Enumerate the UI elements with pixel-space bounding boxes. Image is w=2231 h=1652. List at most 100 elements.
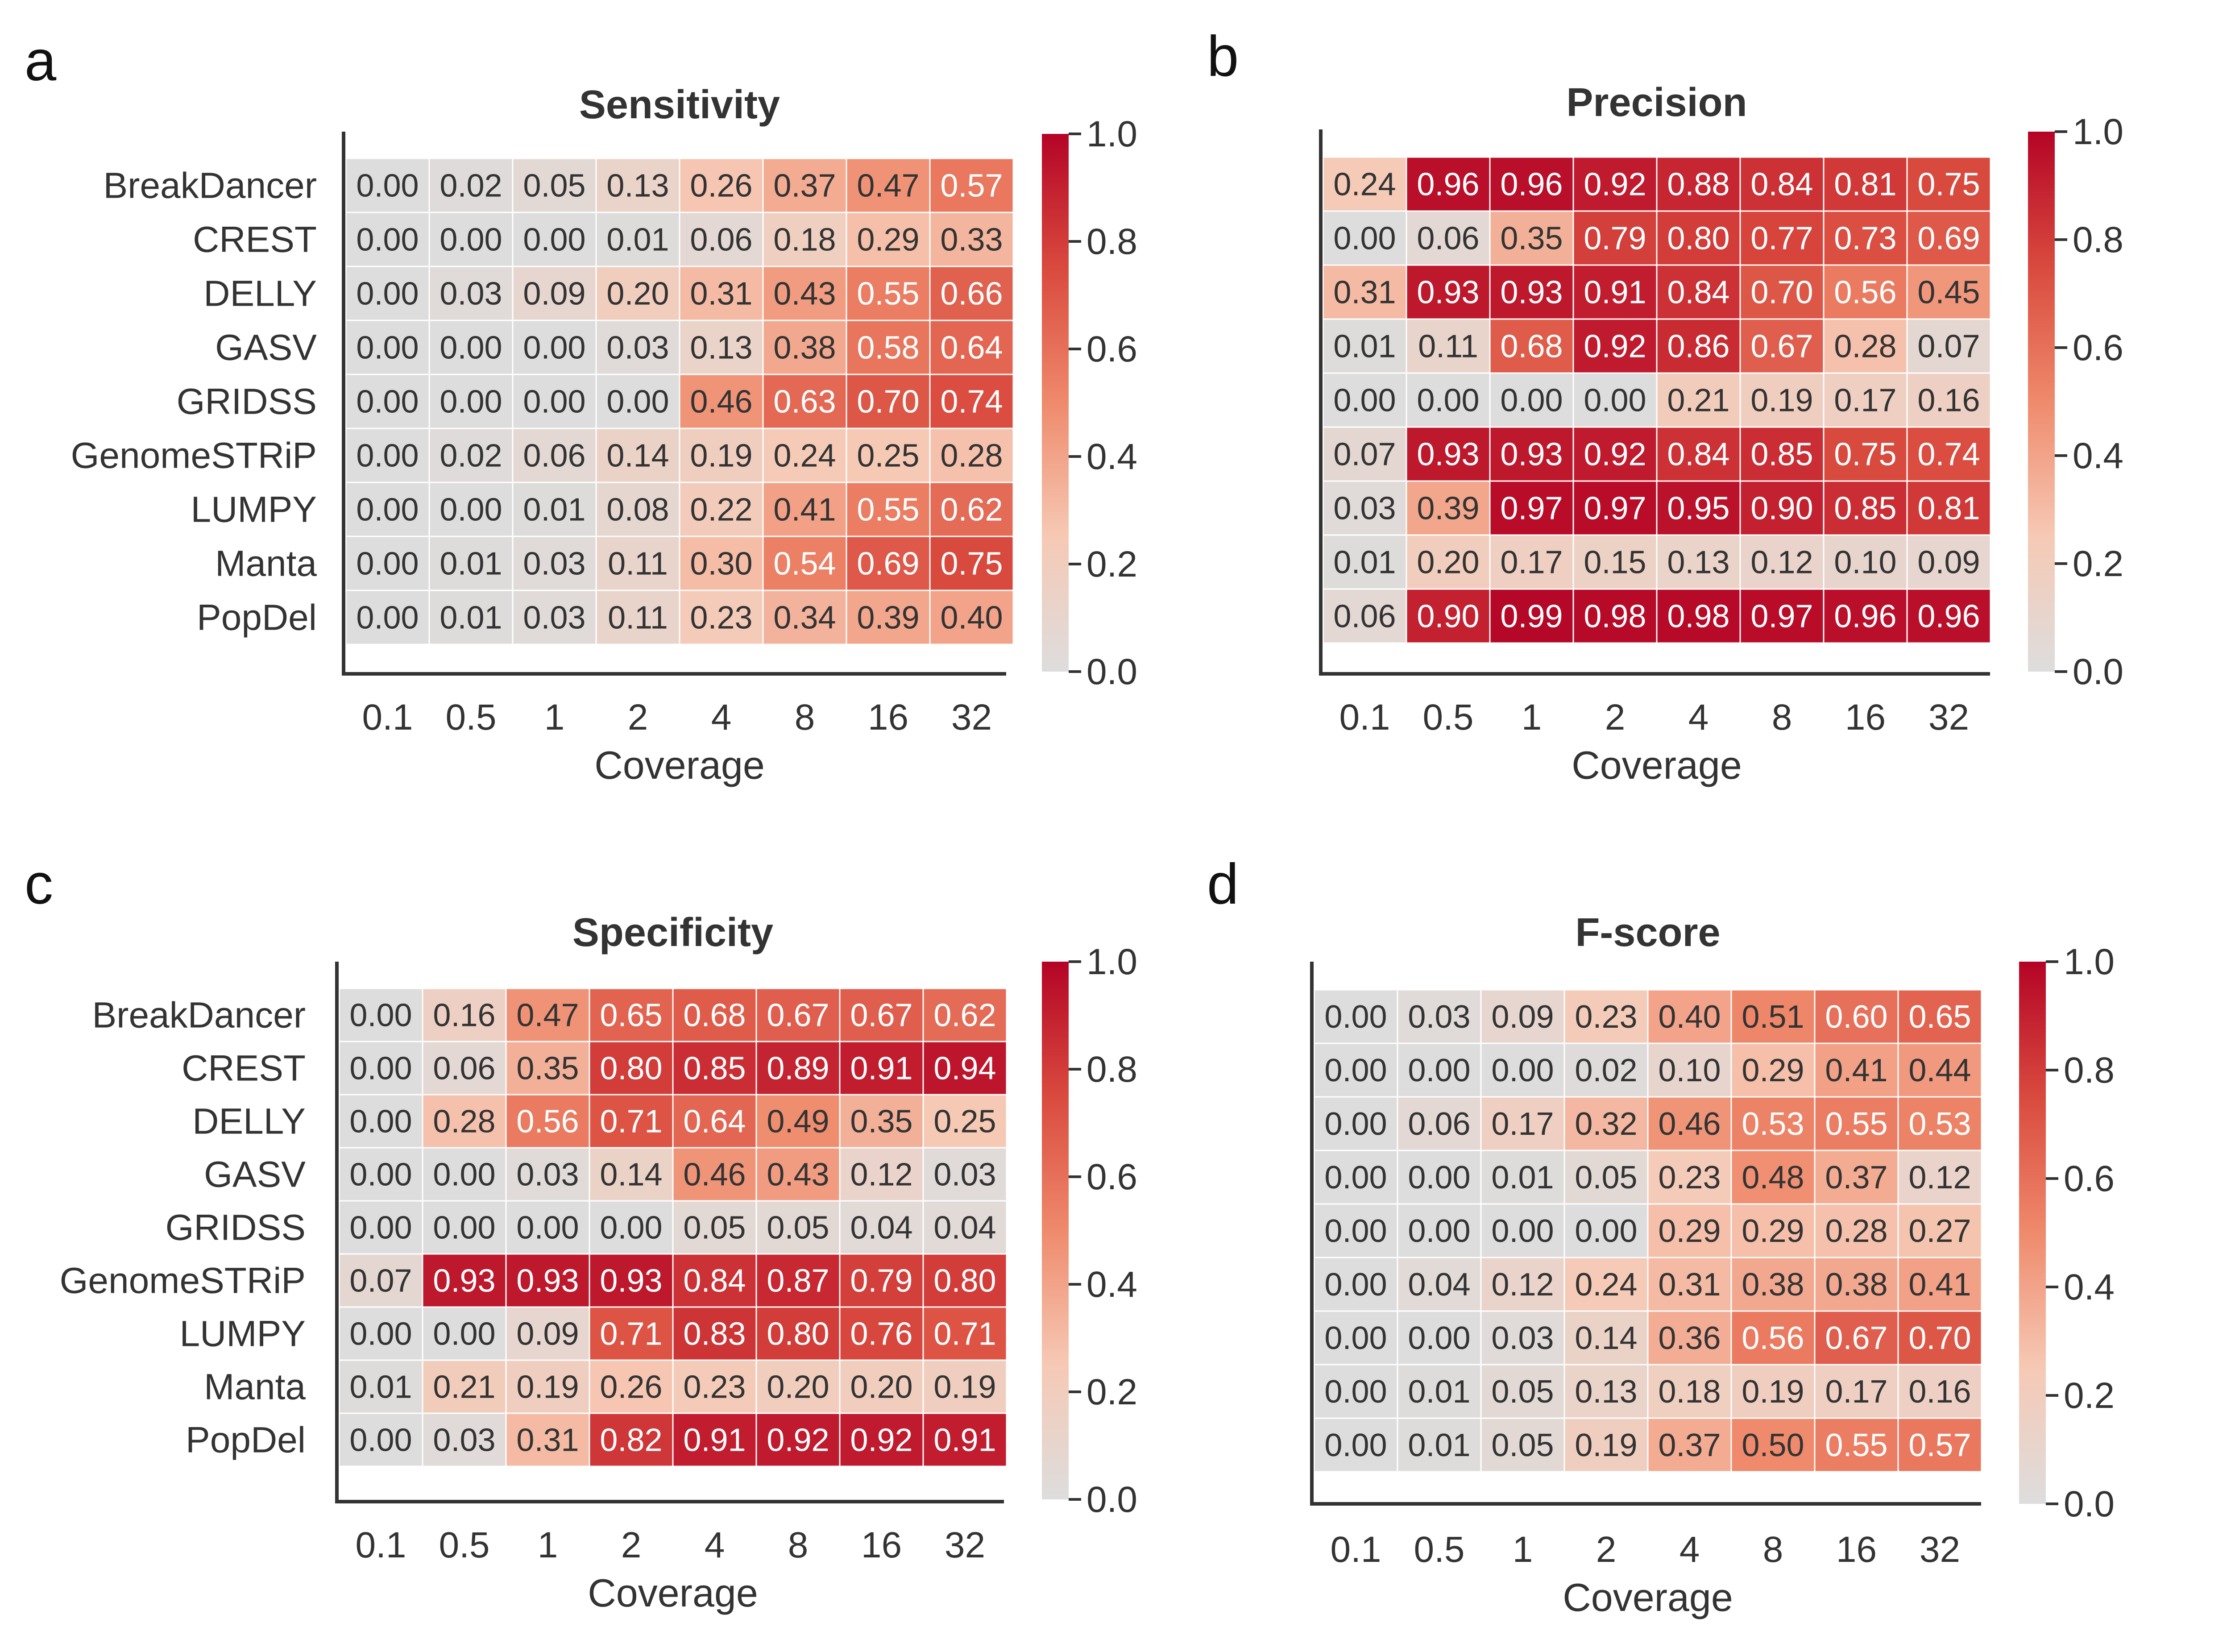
cell-value-label: 0.98	[1584, 599, 1646, 635]
cell-value-label: 0.00	[433, 1210, 495, 1246]
heatmap-cell	[1906, 588, 1991, 644]
heatmap-cell	[839, 1253, 924, 1308]
cell-value-label: 0.00	[1324, 1106, 1387, 1142]
cell-value-label: 0.83	[683, 1316, 746, 1352]
cell-value-label: 0.23	[1658, 1160, 1721, 1195]
heatmap-cell	[1572, 264, 1658, 320]
cell-value-label: 0.30	[690, 546, 752, 582]
cell-value-label: 0.67	[767, 998, 829, 1034]
cell-value-label: 0.94	[933, 1051, 996, 1087]
heatmap-cell	[589, 1412, 674, 1467]
heatmap-cell	[846, 481, 931, 537]
cell-value-label: 0.92	[1584, 167, 1646, 203]
x-tick-label: 1	[544, 697, 565, 738]
cell-value-label: 0.47	[516, 998, 579, 1034]
x-tick-label: 0.5	[1414, 1529, 1465, 1570]
cell-value-label: 0.00	[1324, 1267, 1387, 1303]
cell-value-label: 0.23	[690, 600, 752, 636]
heatmap-cell	[1406, 318, 1491, 374]
heatmap-cell	[1406, 156, 1491, 212]
cell-value-label: 0.07	[1917, 329, 1980, 365]
heatmap-cell	[1906, 264, 1991, 320]
cell-value-label: 0.10	[1834, 545, 1896, 581]
cell-value-label: 0.09	[523, 276, 585, 312]
cell-value-label: 0.57	[1908, 1428, 1971, 1463]
heatmap-cell	[512, 266, 597, 321]
cell-value-label: 0.39	[1417, 491, 1479, 527]
heatmap-cell	[1563, 1203, 1649, 1258]
heatmap-cell	[1823, 534, 1908, 590]
row-label: BreakDancer	[103, 166, 317, 206]
cell-value-label: 0.23	[683, 1370, 746, 1405]
cell-value-label: 0.34	[773, 600, 836, 636]
heatmap-cell	[428, 481, 514, 537]
cell-value-label: 0.07	[349, 1263, 412, 1299]
cell-value-label: 0.80	[933, 1263, 996, 1299]
heatmap-cell	[679, 428, 764, 483]
row-label: GenomeSTRiP	[60, 1261, 306, 1301]
x-tick-label: 2	[1605, 697, 1626, 738]
cell-value-label: 0.54	[773, 546, 836, 582]
cell-value-label: 0.09	[1917, 545, 1980, 581]
x-tick-label: 0.1	[362, 697, 413, 738]
heatmap-cell	[338, 988, 423, 1042]
cell-value-label: 0.00	[356, 330, 419, 366]
cell-value-label: 0.17	[1491, 1106, 1554, 1142]
heatmap-cell	[1572, 534, 1658, 590]
heatmap-cell	[1406, 264, 1491, 320]
heatmap-cell	[1730, 1364, 1816, 1419]
heatmap-cell	[1897, 1042, 1982, 1098]
cell-value-label: 0.20	[850, 1370, 912, 1405]
cell-value-label: 0.00	[356, 384, 419, 420]
cell-value-label: 0.02	[440, 168, 502, 204]
heatmap-cell	[1814, 1417, 1899, 1473]
row-label: GASV	[215, 328, 317, 368]
colorbar-tick-label: 0.6	[1086, 1157, 1137, 1197]
cell-value-label: 0.00	[1324, 1053, 1387, 1088]
cell-value-label: 0.81	[1834, 167, 1896, 203]
heatmap-cell	[839, 1200, 924, 1255]
cell-value-label: 0.91	[1584, 275, 1646, 311]
heatmap-cell	[1397, 1364, 1482, 1419]
cell-value-label: 0.38	[1825, 1267, 1887, 1303]
panel-letter: d	[1207, 852, 1239, 916]
cell-value-label: 0.85	[1834, 491, 1896, 527]
cell-value-label: 0.95	[1667, 491, 1729, 527]
heatmap-cell	[762, 266, 847, 321]
cell-value-label: 0.31	[1658, 1267, 1721, 1303]
cell-value-label: 0.15	[1584, 545, 1646, 581]
heatmap-cell	[1313, 989, 1398, 1044]
cell-value-label: 0.03	[1408, 999, 1470, 1035]
cell-value-label: 0.00	[1408, 1053, 1470, 1088]
cell-value-label: 0.44	[1908, 1053, 1971, 1088]
colorbar-tick-label: 0.4	[2073, 436, 2123, 476]
colorbar-tick-label: 0.8	[1086, 221, 1137, 262]
heatmap-cell	[589, 1359, 674, 1414]
heatmap-cell	[1313, 1310, 1398, 1366]
cell-value-label: 0.01	[523, 492, 585, 528]
heatmap-cell	[422, 1253, 507, 1308]
colorbar-tick-label: 1.0	[2064, 942, 2115, 982]
heatmap-cell	[512, 158, 597, 213]
cell-value-label: 0.00	[1491, 1213, 1554, 1249]
heatmap-cell	[1489, 372, 1574, 428]
cell-value-label: 0.41	[773, 492, 836, 528]
heatmap-cell	[1739, 210, 1825, 266]
heatmap-cell	[1656, 426, 1741, 482]
heatmap-cell	[1897, 989, 1982, 1044]
cell-value-label: 0.19	[1750, 383, 1813, 419]
x-tick-label: 16	[861, 1525, 902, 1565]
cell-value-label: 0.96	[1917, 599, 1980, 635]
x-tick-label: 32	[1920, 1529, 1960, 1570]
cell-value-label: 0.19	[516, 1370, 579, 1405]
heatmap-cell	[929, 158, 1014, 213]
cell-value-label: 0.00	[600, 1210, 662, 1246]
x-tick-label: 4	[705, 1525, 725, 1565]
cell-value-label: 0.53	[1742, 1106, 1804, 1142]
cell-value-label: 0.71	[600, 1104, 662, 1140]
cell-value-label: 0.00	[523, 384, 585, 420]
cell-value-label: 0.92	[767, 1423, 829, 1458]
heatmap-cell	[1322, 156, 1407, 212]
heatmap-cell	[672, 1306, 757, 1361]
cell-value-label: 0.64	[940, 330, 1003, 366]
